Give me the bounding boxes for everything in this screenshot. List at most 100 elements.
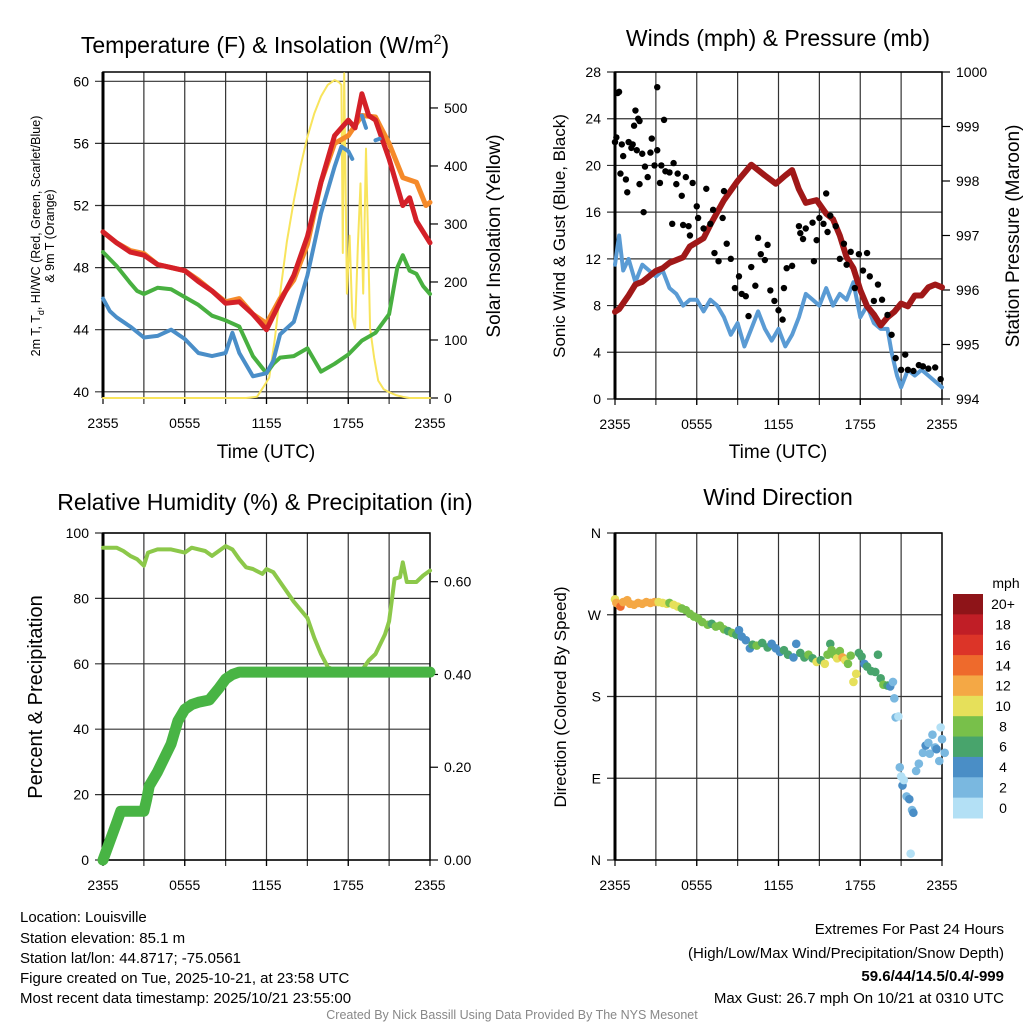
gust-point [802,225,809,232]
series-line-2m-t [100,91,433,333]
gust-point [636,180,643,188]
gust-point [788,262,796,270]
y2-tick-label: 300 [444,216,468,232]
colorbar-bin-label: 4 [999,759,1007,775]
x-tick-label: 2355 [599,877,630,893]
y2-tick-label: 996 [956,282,980,298]
gust-point [824,228,831,236]
gust-point [797,229,804,237]
gust-point [617,170,624,177]
humidity-panel-title: Relative Humidity (%) & Precipitation (i… [57,489,472,515]
y-tick-label: N [591,852,601,868]
colorbar-bin [953,797,983,819]
gust-point [874,281,882,288]
wind-direction-point [899,775,909,785]
wind-direction-point [857,652,866,661]
gust-point [767,287,774,294]
wind-direction-point [937,734,947,744]
gust-point [666,169,673,176]
winds-panel-title: Winds (mph) & Pressure (mb) [626,25,930,51]
gust-point [851,284,858,292]
gust-point [651,162,658,169]
y-tick-label: 52 [73,198,89,214]
gust-point [761,256,769,264]
temperature-y-label-line2: & 9m T (Orange) [43,189,57,282]
colorbar-bin [953,634,983,656]
x-tick-label: 1155 [763,877,793,893]
gust-point [639,150,646,157]
y-tick-label: 20 [585,157,601,173]
series-line-station-pressure [612,161,945,329]
gust-point [816,214,823,222]
gust-point [813,236,820,244]
gust-point [822,190,830,197]
x-tick-label: 1155 [251,415,281,431]
colorbar-bin [953,777,983,799]
colorbar-bin [953,756,983,778]
gust-point [654,83,661,91]
gust-point [919,363,927,370]
colorbar-bin [953,614,983,636]
colorbar-label: mph [992,575,1019,591]
wind-direction-y-label: Direction (Colored By Speed) [551,586,570,807]
gust-point [622,176,630,183]
extremes-title: Extremes For Past 24 Hours [815,921,1004,938]
y2-tick-label: 0 [444,390,452,406]
y2-tick-label: 0.00 [444,852,471,868]
winds-panel: 0 4 8 12 16 20 24 28 994 995 996 997 998 999 1000 2355 0… [585,64,987,432]
gust-point [754,234,762,242]
wind-direction-point [894,712,903,721]
colorbar-bin-label: 0 [999,800,1007,816]
wind-direction-point [928,730,937,739]
gust-point [820,220,827,228]
gust-point [931,364,939,371]
gust-point [742,293,749,300]
recent-timestamp-text: Most recent data timestamp: 2025/10/21 2… [20,990,351,1007]
y-tick-label: E [592,770,601,786]
y2-tick-label: 0.60 [444,574,471,590]
temperature-y2-label: Solar Insolation (Yellow) [484,134,505,337]
gust-point [720,187,728,195]
y-tick-label: 56 [73,135,89,151]
x-tick-label: 2355 [414,877,445,893]
series-line-relative-humidity [101,544,432,676]
gust-point [799,235,807,243]
extremes-values: 59.6/44/14.5/0.4/-999 [861,968,1004,985]
wind-direction-point [918,748,928,758]
gust-point [613,134,620,141]
gust-point [615,88,623,96]
y2-tick-label: 400 [444,158,468,174]
temperature-y-label-line1: 2m T, Td, HI/WC (Red, Green, Scarlet/Blu… [29,116,46,357]
gust-point [640,208,647,216]
gust-point [629,141,636,148]
y2-tick-label: 100 [444,332,468,348]
y-tick-label: 80 [73,590,89,606]
wind-direction-point [925,749,935,759]
gust-point [703,185,710,192]
gust-point [641,163,649,170]
colorbar-bin-label: 6 [999,739,1007,755]
gust-point [619,152,627,160]
gust-point [827,212,834,219]
colorbar-bin-label: 18 [995,617,1011,633]
winds-x-label: Time (UTC) [729,442,828,463]
gust-point [870,297,878,305]
wind-direction-point [934,756,944,766]
y2-tick-label: 1000 [956,64,987,80]
gust-point [689,179,696,187]
wind-direction-point [932,744,941,754]
y-tick-label: 48 [73,260,89,276]
gust-point [670,159,677,167]
gust-point [757,250,764,258]
gust-point [669,220,676,228]
y-tick-label: 40 [73,721,89,737]
wind-direction-point [911,766,921,776]
y-tick-label: 16 [585,204,601,220]
y2-tick-label: 995 [956,337,980,353]
gust-point [700,225,707,232]
x-tick-label: 1755 [333,415,364,431]
gust-point [832,222,839,230]
gust-point [809,219,816,226]
y-tick-label: 44 [73,322,89,338]
gust-point [779,316,786,323]
